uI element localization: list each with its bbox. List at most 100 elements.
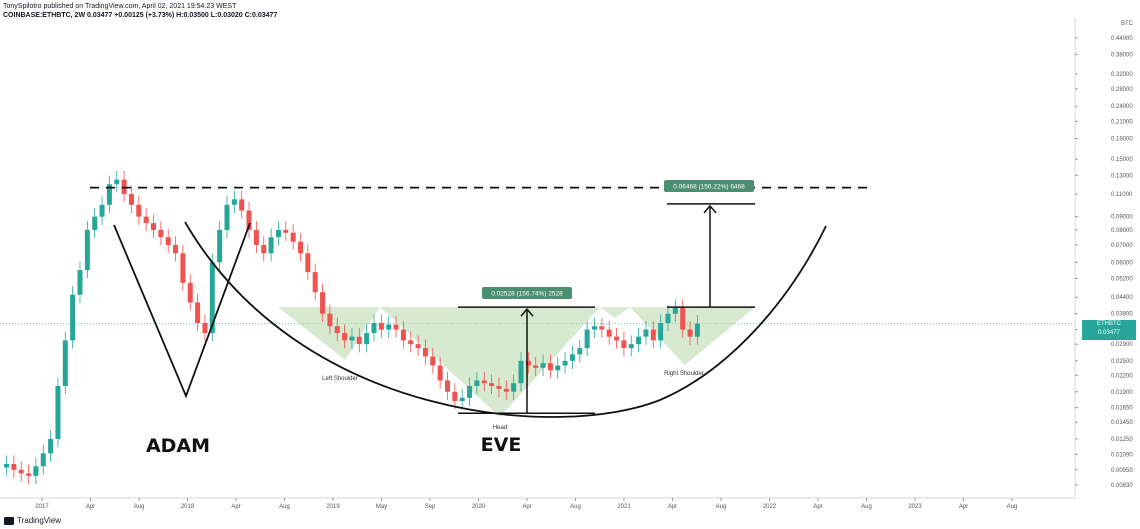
- time-tick-label: May: [376, 504, 387, 510]
- price-tick-label: 0.02900: [1111, 342, 1133, 348]
- candle-body: [525, 360, 531, 366]
- candle-body: [650, 329, 656, 341]
- candle-body: [327, 313, 333, 327]
- candle-body: [555, 365, 561, 371]
- candle-body: [356, 336, 362, 345]
- current-symbol: ETHBTC: [1097, 321, 1121, 327]
- price-tick-label: 0.01650: [1111, 406, 1133, 412]
- candle-body: [173, 244, 179, 254]
- price-tick-label: 0.01450: [1111, 420, 1133, 426]
- price-tick-label: 0.38000: [1111, 53, 1133, 59]
- candle-body: [239, 199, 245, 211]
- time-tick-label: Apr: [668, 504, 677, 510]
- price-tick-label: 0.04400: [1111, 295, 1133, 301]
- candle-body: [547, 363, 553, 371]
- price-axis-currency: BTC: [1121, 21, 1134, 27]
- candle-body: [217, 229, 223, 263]
- time-tick-label: Aug: [570, 504, 581, 510]
- price-tick-label: 0.06000: [1111, 260, 1133, 266]
- left-shoulder-label: Left Shoulder: [322, 376, 358, 382]
- current-price-tag: ETHBTC 0.03477: [1082, 320, 1136, 340]
- measure-label-1-bg: [482, 287, 572, 299]
- adam-label: ADAM: [146, 435, 210, 457]
- chart-header: TonySpilotro published on TradingView.co…: [3, 2, 277, 20]
- candle-body: [106, 184, 112, 205]
- candle-body: [437, 365, 443, 381]
- time-tick-label: 2022: [763, 504, 777, 510]
- price-tick-label: 0.01900: [1111, 390, 1133, 396]
- price-tick-label: 0.15000: [1111, 157, 1133, 163]
- measure-label-2-bg: [664, 180, 754, 192]
- eve-label: EVE: [481, 434, 522, 456]
- price-tick-label: 0.00950: [1111, 468, 1133, 474]
- candle-body: [187, 282, 193, 303]
- candle-body: [658, 322, 664, 341]
- candle-body: [393, 324, 399, 330]
- time-tick-label: Aug: [861, 504, 872, 510]
- head-label: Head: [493, 425, 507, 431]
- time-tick-label: Apr: [959, 504, 968, 510]
- time-tick-label: Aug: [279, 504, 290, 510]
- candle-body: [165, 237, 171, 245]
- time-tick-label: 2018: [181, 504, 195, 510]
- price-tick-label: 0.32000: [1111, 72, 1133, 78]
- time-tick-label: 2020: [472, 504, 486, 510]
- candle-body: [261, 244, 267, 254]
- price-tick-label: 0.18000: [1111, 137, 1133, 143]
- time-tick-label: Aug: [1007, 504, 1018, 510]
- candle-body: [158, 229, 164, 238]
- time-tick-label: Apr: [813, 504, 822, 510]
- time-tick-label: Aug: [716, 504, 727, 510]
- candle-body: [518, 360, 524, 384]
- candle-body: [320, 292, 326, 314]
- candle-body: [672, 307, 678, 314]
- tradingview-logo-icon: [4, 516, 14, 525]
- candle-body: [511, 383, 517, 392]
- candle-body: [349, 336, 355, 341]
- candle-body: [400, 329, 406, 341]
- candle-body: [342, 333, 348, 341]
- adam-v-line: [113, 222, 251, 399]
- candle-body: [628, 344, 634, 349]
- candle-body: [503, 388, 509, 392]
- candle-body: [584, 329, 590, 349]
- publish-info: TonySpilotro published on TradingView.co…: [3, 3, 237, 10]
- candle-body: [474, 380, 480, 386]
- candle-body: [606, 329, 612, 337]
- price-tick-label: 0.24000: [1111, 104, 1133, 110]
- footer-brand: TradingView: [17, 516, 62, 525]
- price-tick-label: 0.09000: [1111, 215, 1133, 221]
- candle-body: [151, 223, 156, 230]
- candle-body: [577, 348, 583, 355]
- candle-body: [422, 348, 428, 357]
- candle-body: [599, 326, 605, 330]
- candle-body: [467, 385, 473, 398]
- candle-body: [84, 229, 90, 271]
- candle-body: [143, 216, 149, 224]
- candle-body: [290, 232, 296, 242]
- price-tick-label: 0.28000: [1111, 87, 1133, 93]
- measure-label-2: 0.06468 (156.22%) 6468: [673, 184, 745, 191]
- price-tick-label: 0.02500: [1111, 359, 1133, 365]
- candle-body: [224, 204, 230, 230]
- candle-body: [415, 344, 421, 349]
- price-tick-label: 0.21000: [1111, 119, 1133, 125]
- arrow-head-2: [703, 204, 717, 214]
- candle-body: [481, 380, 487, 384]
- time-tick-label: Apr: [231, 504, 240, 510]
- candle-body: [70, 294, 76, 341]
- time-tick-label: Sep: [425, 504, 436, 510]
- candle-body: [562, 360, 568, 366]
- candle-body: [694, 323, 700, 337]
- candle-body: [687, 329, 693, 337]
- footer: TradingView: [4, 516, 61, 525]
- candle-body: [48, 438, 54, 454]
- price-tick-label: 0.01090: [1111, 452, 1133, 458]
- candle-body: [246, 210, 252, 230]
- candle-body: [55, 385, 61, 439]
- price-tick-label: 0.13000: [1111, 173, 1133, 179]
- candle-body: [540, 363, 546, 368]
- candle-body: [489, 383, 495, 386]
- candle-body: [665, 313, 671, 323]
